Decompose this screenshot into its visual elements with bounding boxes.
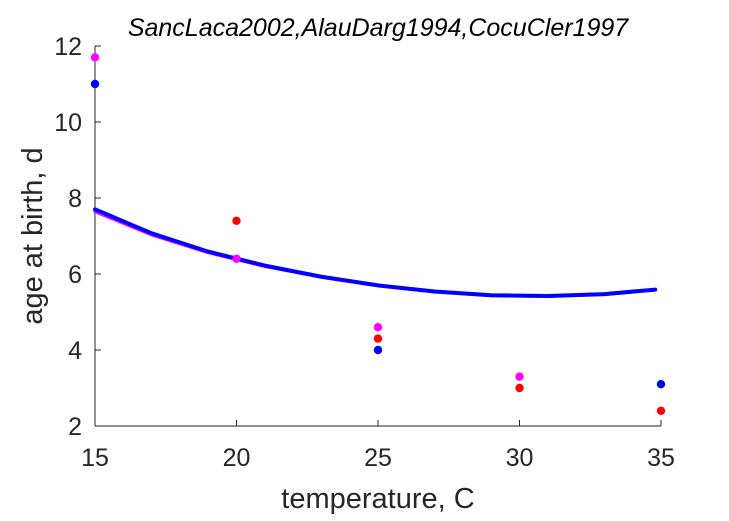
data-point-series-2: [373, 345, 383, 355]
y-ticks: 2 4 6 8 10 12: [54, 33, 101, 441]
data-point-series-3: [232, 216, 241, 225]
data-point-series-3: [515, 383, 524, 393]
y-axis-label: age at birth, d: [17, 147, 49, 324]
y-tick-label: 8: [68, 185, 82, 213]
data-point-series-3: [373, 334, 383, 343]
fit-curve-2: [93, 207, 658, 298]
x-tick-label: 20: [223, 444, 251, 472]
y-tick-label: 10: [54, 109, 82, 137]
x-tick-label: 15: [81, 444, 109, 472]
x-tick-label: 35: [647, 444, 675, 472]
x-ticks: 15 20 25 30 35: [81, 420, 675, 472]
data-points: [90, 53, 666, 415]
y-tick-label: 2: [68, 413, 82, 441]
x-axis-label: temperature, C: [281, 483, 474, 515]
data-point-series-3: [656, 406, 666, 415]
data-point-series-1: [515, 372, 524, 381]
data-point-series-2: [90, 79, 100, 89]
y-tick-label: 6: [68, 261, 82, 289]
data-point-series-2: [656, 380, 666, 389]
chart-title: SancLaca2002,AlauDarg1994,CocuCler1997: [128, 14, 629, 42]
fit-curves: [93, 207, 658, 298]
x-tick-label: 25: [364, 444, 392, 472]
axis-lines: [94, 46, 661, 427]
y-tick-label: 12: [54, 33, 82, 61]
data-point-series-1: [232, 254, 241, 263]
data-point-series-1: [373, 323, 383, 332]
data-point-series-1: [90, 53, 100, 62]
x-tick-label: 30: [506, 444, 534, 472]
y-tick-label: 4: [68, 337, 82, 365]
